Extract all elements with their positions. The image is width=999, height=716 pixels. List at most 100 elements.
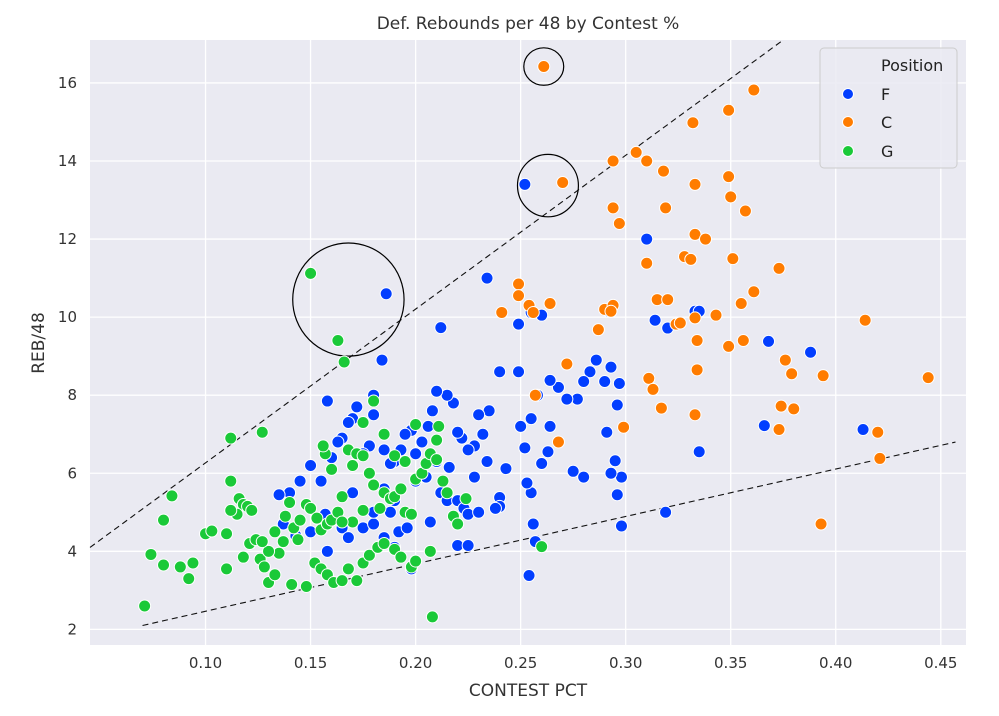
- point-g: [255, 535, 269, 549]
- point-c: [642, 371, 656, 385]
- point-f: [526, 517, 540, 531]
- point-c: [591, 323, 605, 337]
- point-c: [785, 367, 799, 381]
- point-f: [804, 345, 818, 359]
- x-axis-label: CONTEST PCT: [469, 681, 588, 701]
- point-g: [304, 501, 318, 515]
- point-g: [316, 439, 330, 453]
- point-f: [612, 376, 626, 390]
- point-f: [604, 466, 618, 480]
- point-c: [736, 334, 750, 348]
- point-g: [432, 419, 446, 433]
- point-c: [654, 401, 668, 415]
- highlight-circles: [292, 47, 580, 357]
- legend-title: Position: [881, 56, 943, 75]
- point-f: [461, 443, 475, 457]
- point-f: [514, 419, 528, 433]
- point-f: [518, 177, 532, 191]
- point-g: [236, 550, 250, 564]
- x-tick-label: 0.45: [924, 654, 957, 672]
- point-c: [606, 154, 620, 168]
- legend-marker-g: [842, 145, 854, 157]
- point-g: [283, 496, 297, 510]
- point-f: [543, 373, 557, 387]
- point-f: [512, 365, 526, 379]
- point-f: [409, 447, 423, 461]
- point-c: [690, 334, 704, 348]
- point-g: [205, 524, 219, 538]
- point-c: [495, 305, 509, 319]
- x-tick-labels: 0.10 0.15 0.20 0.25 0.30 0.35 0.40 0.45: [189, 654, 958, 672]
- point-f: [375, 353, 389, 367]
- point-g: [356, 449, 370, 463]
- point-f: [535, 457, 549, 470]
- point-g: [440, 486, 454, 500]
- point-f: [692, 445, 706, 459]
- x-tick-label: 0.15: [294, 654, 327, 672]
- point-c: [814, 517, 828, 531]
- point-g: [394, 482, 408, 496]
- point-f: [583, 365, 597, 379]
- point-f: [480, 271, 494, 285]
- point-c: [921, 371, 935, 385]
- point-f: [499, 462, 513, 476]
- point-f: [377, 443, 391, 457]
- point-f: [314, 474, 328, 488]
- point-f: [451, 425, 465, 439]
- point-g: [423, 544, 437, 558]
- point-f: [400, 521, 414, 535]
- point-c: [528, 388, 542, 402]
- point-c: [673, 316, 687, 330]
- point-c: [612, 216, 626, 230]
- point-c: [726, 252, 740, 266]
- point-c: [858, 313, 872, 327]
- point-g: [310, 511, 324, 525]
- point-c: [512, 277, 526, 291]
- point-c: [734, 296, 748, 310]
- point-c: [604, 304, 618, 318]
- point-f: [640, 232, 654, 246]
- point-g: [220, 527, 234, 541]
- point-c: [556, 175, 570, 189]
- legend-label-g: G: [881, 142, 893, 161]
- point-c: [629, 145, 643, 159]
- point-f: [350, 400, 364, 414]
- point-c: [526, 305, 540, 319]
- point-g: [299, 579, 313, 593]
- legend-box: [819, 47, 958, 169]
- point-g: [377, 537, 391, 551]
- point-f: [520, 476, 534, 490]
- point-g: [459, 492, 473, 506]
- point-g: [224, 474, 238, 488]
- point-g: [272, 546, 286, 560]
- point-f: [304, 525, 318, 539]
- point-c: [551, 435, 565, 449]
- point-c: [772, 423, 786, 437]
- point-c: [787, 402, 801, 416]
- point-f: [304, 458, 318, 472]
- point-g: [186, 556, 200, 570]
- x-tick-label: 0.30: [609, 654, 642, 672]
- y-tick-label: 4: [67, 542, 77, 560]
- point-g: [337, 355, 351, 369]
- point-c: [747, 285, 761, 299]
- point-g: [144, 547, 158, 561]
- x-tick-label: 0.10: [189, 654, 222, 672]
- highlight-circle: [523, 47, 565, 86]
- point-f: [518, 441, 532, 455]
- point-c: [686, 116, 700, 130]
- point-g: [451, 517, 465, 531]
- point-c: [688, 177, 702, 191]
- y-tick-label: 10: [58, 308, 77, 326]
- point-c: [688, 408, 702, 422]
- point-c: [684, 252, 698, 266]
- point-f: [461, 538, 475, 552]
- point-f: [341, 531, 355, 545]
- point-g: [335, 515, 349, 529]
- x-tick-label: 0.35: [714, 654, 747, 672]
- point-g: [409, 417, 423, 431]
- point-c: [560, 357, 574, 371]
- point-f: [467, 470, 481, 484]
- point-f: [522, 569, 536, 583]
- point-g: [224, 431, 238, 445]
